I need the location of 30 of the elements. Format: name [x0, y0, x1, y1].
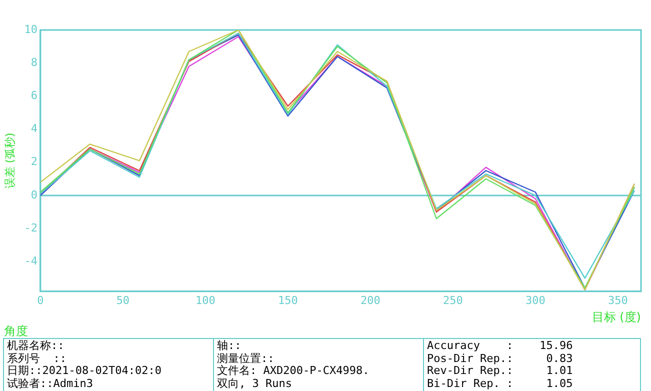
y-axis-title: 误差 (弧秒) — [3, 132, 16, 189]
text: 文件名: AXD200-P-CX4998. — [217, 364, 370, 378]
text: Accuracy : 15.96 — [427, 339, 574, 352]
y-tick-label: -2 — [24, 221, 38, 234]
y-tick-label: -4 — [24, 254, 38, 268]
y-tick-label: 0 — [30, 188, 38, 202]
text: 测量位置:: — [217, 352, 276, 364]
y-tick-label: 10 — [24, 22, 38, 36]
y-tick-label: 2 — [30, 155, 38, 168]
x-tick-label: 200 — [360, 294, 380, 307]
x-tick-label: 150 — [278, 294, 298, 307]
x-axis-title: 目标 (度) — [592, 310, 641, 324]
y-tick-label: 4 — [30, 122, 38, 136]
x-tick-label: 300 — [525, 294, 546, 307]
text: Bi-Dir Rep. : 1.05 — [427, 376, 574, 390]
y-tick-label: 8 — [30, 56, 38, 69]
x-tick-label: 50 — [116, 294, 130, 307]
text: 日期::2021-08-02T04:02:0 — [7, 364, 162, 378]
y-tick-label: 6 — [30, 89, 38, 102]
text: 轴:: — [217, 339, 242, 352]
text: 双向, 3 Runs — [217, 376, 293, 390]
x-tick-label: 350 — [608, 294, 628, 307]
text: Rev-Dir Rep.: 1.01 — [427, 364, 574, 378]
x-tick-label: 100 — [195, 294, 216, 307]
text: 角度 — [3, 324, 29, 338]
text: 系列号 :: — [7, 352, 68, 365]
text: Pos-Dir Rep.: 0.83 — [427, 352, 574, 365]
text: 机器名称:: — [7, 339, 66, 352]
text: 试验者::Admin3 — [7, 376, 94, 390]
x-tick-label: 250 — [442, 294, 463, 307]
